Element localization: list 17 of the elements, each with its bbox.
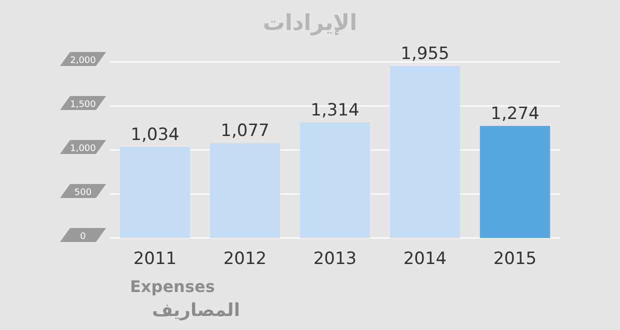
y-tick-label: 1,000 [70, 144, 96, 154]
x-tick-label: 2015 [493, 249, 537, 269]
text: Expenses [130, 277, 215, 296]
text: المصاريف [152, 300, 240, 321]
x-tick-label: 2013 [313, 249, 357, 269]
y-tick-label: 2,000 [70, 56, 96, 66]
x-tick-label: 2014 [403, 249, 447, 269]
data-label: 1,314 [310, 100, 360, 120]
x-tick-label: 2011 [133, 249, 177, 269]
data-label: 1,955 [400, 44, 450, 64]
data-label: 1,077 [220, 121, 270, 142]
data-label: 1,034 [130, 125, 180, 146]
data-label: 1,274 [490, 104, 540, 124]
y-tick-label: 500 [74, 188, 92, 198]
y-tick-label: 1,500 [70, 100, 96, 110]
x-tick-label: 2012 [223, 249, 267, 269]
y-tick-label: 0 [80, 232, 86, 242]
